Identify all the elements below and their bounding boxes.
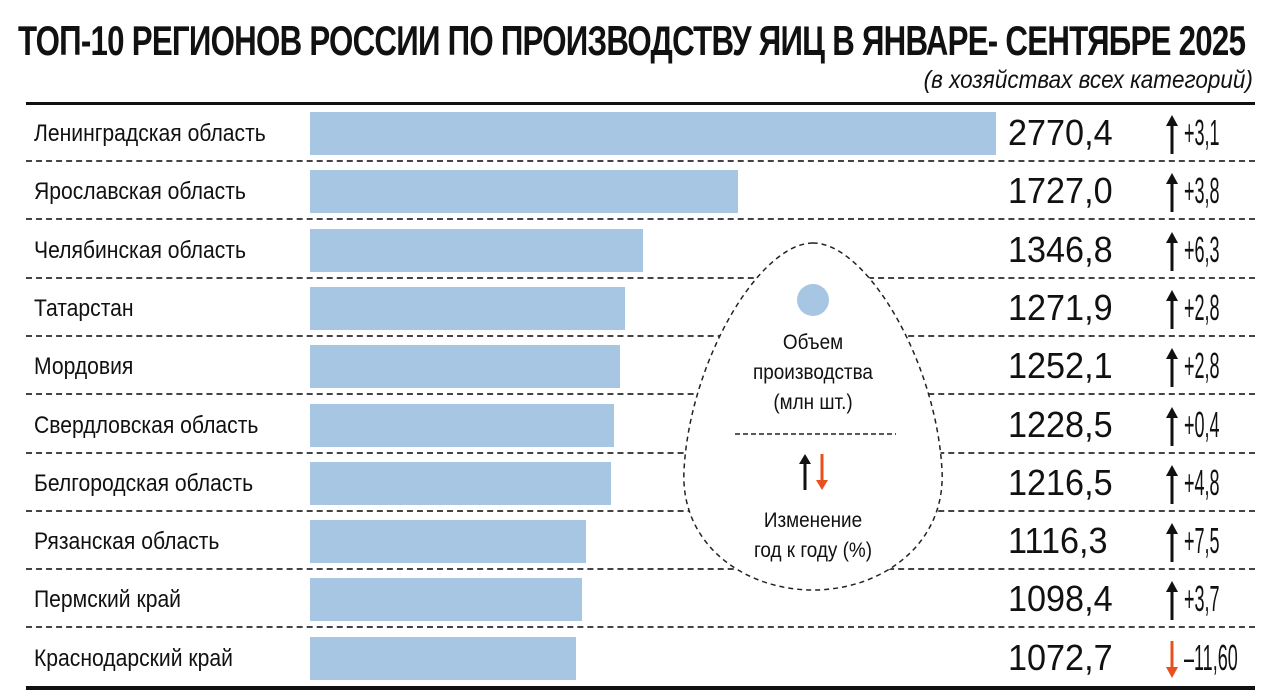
bar-row: Ярославская область 1727,0 +3,8 <box>26 162 1255 221</box>
change-label: +3,8 <box>1184 170 1220 212</box>
change-label: +0,4 <box>1184 403 1220 445</box>
arrow-up-icon <box>1166 464 1178 504</box>
legend-volume-label: Объем производства (млн шт.) <box>723 328 903 418</box>
bar <box>310 228 644 272</box>
change-label: –11,60 <box>1184 636 1238 678</box>
legend-volume-line: (млн шт.) <box>773 391 853 414</box>
row-separator <box>26 451 1255 454</box>
bar-row: Пермский край 1098,4 +3,7 <box>26 570 1255 629</box>
category-label: Рязанская область <box>34 528 220 556</box>
arrow-up-icon <box>1166 406 1178 446</box>
legend-change-label: Изменение год к году (%) <box>723 506 903 566</box>
legend-volume-line: Объем <box>782 331 844 354</box>
change-label: +2,8 <box>1184 286 1220 328</box>
bar-row: Челябинская область 1346,8 +6,3 <box>26 221 1255 279</box>
top-rule <box>26 102 1255 105</box>
bar <box>310 636 576 680</box>
arrow-up-icon <box>1166 173 1178 213</box>
arrow-up-icon <box>799 454 811 490</box>
legend-volume-line: производства <box>753 361 873 384</box>
row-separator <box>26 276 1255 279</box>
value-label: 1116,3 <box>1008 520 1108 562</box>
arrow-down-icon <box>1166 640 1178 678</box>
bar <box>310 170 738 214</box>
change-label: +6,3 <box>1184 228 1220 270</box>
value-label: 1346,8 <box>1008 228 1113 270</box>
bar-row: Татарстан 1271,9 +2,8 <box>26 279 1255 337</box>
category-label: Ленинградская область <box>34 120 266 147</box>
bar-row: Краснодарский край 1072,7 –11,60 <box>26 629 1255 687</box>
value-label: 1271,9 <box>1008 286 1113 328</box>
row-separator <box>26 218 1255 221</box>
category-label: Ярославская область <box>34 178 246 206</box>
bar-row: Белгородская область 1216,5 +4,8 <box>26 454 1255 512</box>
bar-row: Рязанская область 1116,3 +7,5 <box>26 512 1255 571</box>
row-separator <box>26 626 1255 629</box>
value-label: 1727,0 <box>1008 170 1113 212</box>
arrow-down-icon <box>816 454 828 490</box>
bar <box>310 461 612 505</box>
bar <box>310 520 587 564</box>
value-label: 1216,5 <box>1008 461 1113 503</box>
arrow-up-icon <box>1166 115 1178 154</box>
bar <box>310 286 625 330</box>
bar-row: Ленинградская область 2770,4 +3,1 <box>26 104 1255 162</box>
arrow-up-icon <box>1166 231 1178 271</box>
change-label: +3,1 <box>1184 112 1220 153</box>
category-label: Краснодарский край <box>34 644 233 672</box>
value-label: 1072,7 <box>1008 636 1113 678</box>
legend-change-line: Изменение <box>763 509 863 532</box>
bottom-rule <box>26 686 1255 690</box>
legend-volume-swatch <box>797 284 829 316</box>
category-label: Челябинская область <box>34 236 246 264</box>
row-separator <box>26 160 1255 162</box>
bar <box>310 403 615 447</box>
row-separator <box>26 334 1255 337</box>
bar <box>310 345 621 389</box>
arrow-up-icon <box>1166 581 1178 621</box>
bar <box>310 578 582 622</box>
row-separator <box>26 393 1255 396</box>
bar-row: Мордовия 1252,1 +2,8 <box>26 337 1255 396</box>
value-label: 1252,1 <box>1008 345 1113 387</box>
legend-egg-outline <box>683 242 943 591</box>
change-label: +2,8 <box>1184 345 1220 387</box>
change-label: +4,8 <box>1184 461 1220 503</box>
change-label: +7,5 <box>1184 520 1220 562</box>
category-label: Свердловская область <box>34 411 259 439</box>
bar <box>310 112 996 155</box>
value-label: 1098,4 <box>1008 578 1113 620</box>
legend-change-arrows-icon <box>799 454 828 490</box>
change-label: +3,7 <box>1184 578 1220 620</box>
value-label: 2770,4 <box>1008 112 1113 153</box>
row-separator <box>26 568 1255 571</box>
chart-title: ТОП-10 РЕГИОНОВ РОССИИ ПО ПРОИЗВОДСТВУ Я… <box>18 17 1246 64</box>
row-separator <box>26 509 1255 512</box>
category-label: Татарстан <box>34 294 134 322</box>
category-label: Пермский край <box>34 586 181 614</box>
category-label: Мордовия <box>34 353 134 381</box>
arrow-up-icon <box>1166 289 1178 329</box>
arrow-up-icon <box>1166 348 1178 388</box>
category-label: Белгородская область <box>34 469 254 497</box>
value-label: 1228,5 <box>1008 403 1113 445</box>
arrow-up-icon <box>1166 523 1178 563</box>
bar-row: Свердловская область 1228,5 +0,4 <box>26 396 1255 454</box>
chart-subtitle: (в хозяйствах всех категорий) <box>923 66 1253 94</box>
legend-change-line: год к году (%) <box>753 539 873 562</box>
